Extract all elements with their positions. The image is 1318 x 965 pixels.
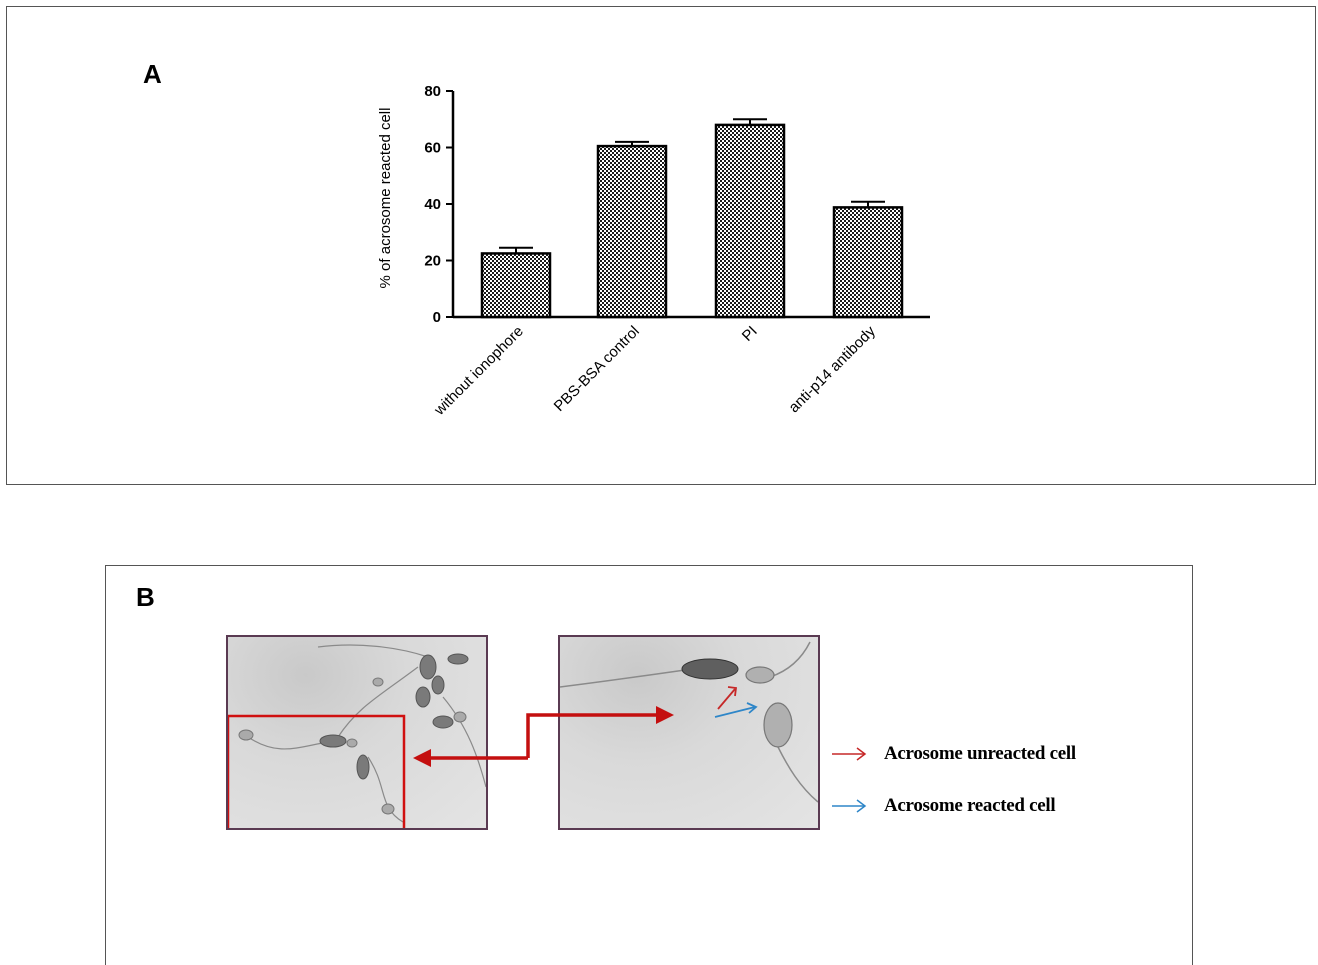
bar-chart: % of acrosome reacted cell 020406080with…: [377, 83, 930, 419]
reacted-cell-arrow: [714, 706, 756, 718]
micrograph-right: [558, 635, 820, 830]
legend-label-unreacted: Acrosome unreacted cell: [884, 743, 1076, 764]
y-tick-label: 40: [424, 196, 441, 213]
legend-label-reacted: Acrosome reacted cell: [884, 795, 1056, 816]
y-tick-label: 80: [424, 83, 441, 100]
micrograph-left: [226, 635, 488, 830]
y-tick-label: 60: [424, 140, 441, 157]
blue-arrow-icon: [832, 799, 867, 813]
legend-item-reacted: Acrosome reacted cell: [830, 795, 1056, 817]
unreacted-cell-arrow: [717, 688, 736, 710]
y-tick-label: 0: [433, 309, 441, 326]
micrograph-left-image: [228, 644, 486, 828]
panel-b-letter: B: [136, 582, 155, 612]
legend-item-unreacted: Acrosome unreacted cell: [830, 743, 1076, 765]
panel-a-letter: A: [143, 59, 162, 89]
bar: [714, 123, 786, 319]
bar: [480, 252, 552, 319]
zoom-region-box: [228, 714, 406, 828]
micrograph-right-image: [560, 641, 818, 803]
red-arrow-icon: [832, 747, 867, 761]
y-axis-label: % of acrosome reacted cell: [377, 108, 394, 289]
y-tick-label: 20: [424, 253, 441, 270]
